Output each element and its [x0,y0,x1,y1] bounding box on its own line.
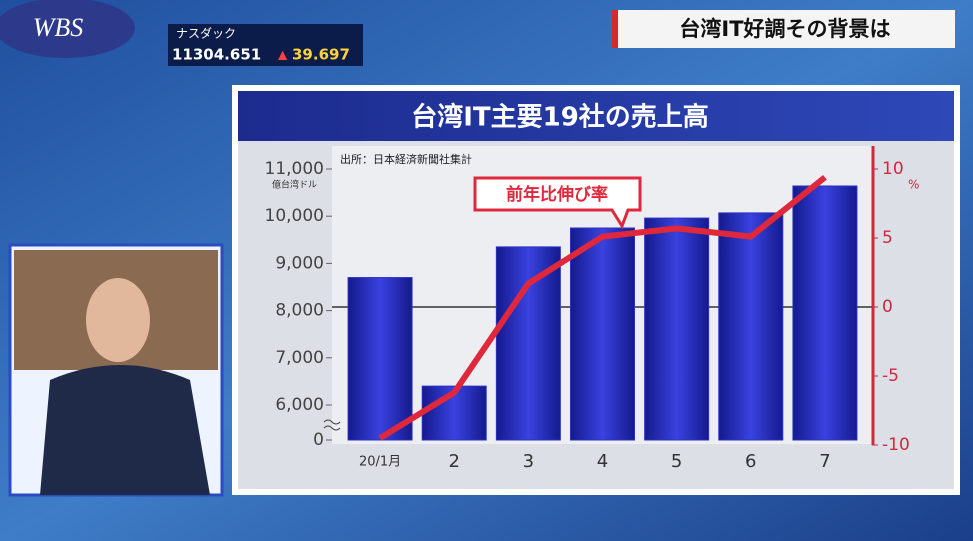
x-tick-label: 4 [597,451,608,472]
logo-badge [0,0,135,58]
y-tick-label: 6,000 [275,395,324,415]
headline: 台湾IT好調その背景は [679,17,890,41]
y2-unit: % [908,178,919,192]
y2-tick-label: -5 [882,366,899,386]
logo: WBS [33,13,84,42]
headline-accent [612,10,618,48]
x-tick-label: 6 [745,451,756,472]
y-unit: 億台湾ドル [272,179,317,191]
x-tick-label: 7 [819,451,830,472]
y-tick-label: 10,000 [265,206,324,226]
presenter-head [86,278,150,362]
bar [644,217,710,441]
source: 出所：日本経済新聞社集計 [340,152,472,166]
x-tick-label: 5 [671,451,682,472]
presenter-suit [40,365,210,495]
bar [495,246,561,441]
annotation-box [473,176,642,230]
index-value: 11304.651 [172,46,261,64]
y-tick-label: 0 [313,430,324,450]
x-tick-label: 3 [523,451,534,472]
bar [570,227,635,441]
index-name: ナスダック [176,26,236,41]
bar [718,212,784,441]
x-tick-label: 20/1月 [359,455,401,470]
annotation-text: 前年比伸び率 [506,184,608,205]
y-tick-label: 8,000 [275,301,324,321]
line [378,174,827,441]
change-mark: ▲ [278,48,288,62]
bar [347,277,413,441]
y-tick-label: 11,000 [265,159,324,179]
headline-box [612,10,955,48]
y-tick-label: 9,000 [275,253,324,273]
chart-title: 台湾IT主要19社の売上高 [411,102,709,133]
y2-tick-label: 0 [882,297,893,317]
index-change: 39.697 [292,46,350,64]
y2-tick-label: -10 [882,435,910,455]
annotation: 前年比伸び率 [473,176,642,230]
x-tick-label: 2 [448,451,459,472]
y-tick-label: 7,000 [275,348,324,368]
y2-tick-label: 10 [882,159,904,179]
y2-tick-label: 5 [882,228,893,248]
ticker-box [168,24,363,66]
bar [792,185,858,441]
axis-break [323,419,341,431]
chart-title-bar [238,91,954,141]
